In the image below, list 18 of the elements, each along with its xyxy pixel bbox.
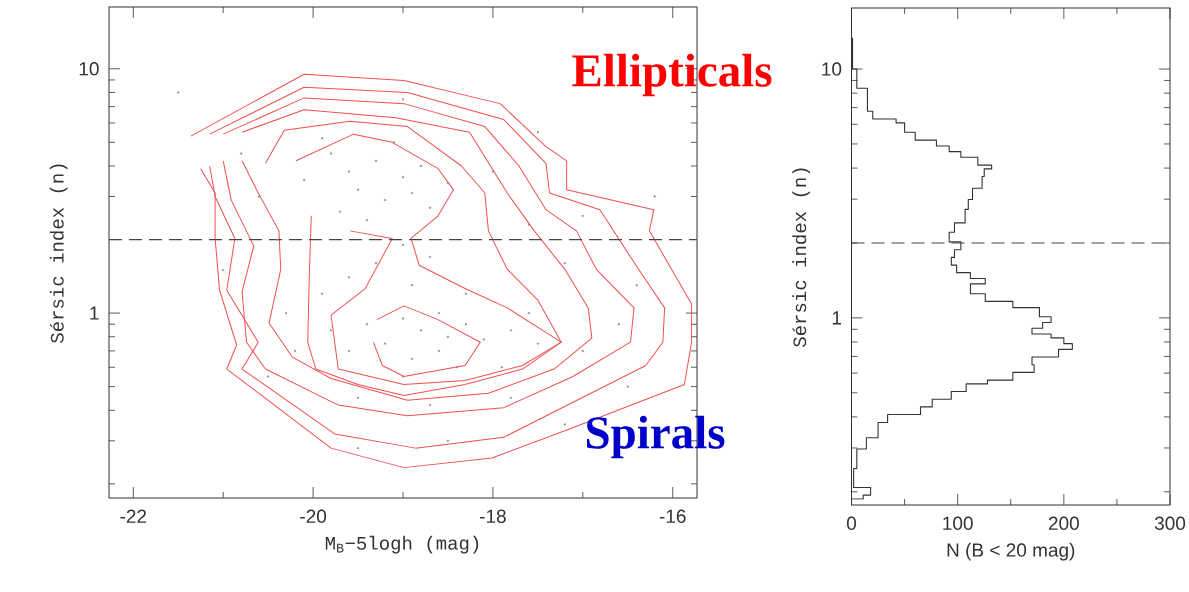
x-tick-label: 0 xyxy=(846,516,857,530)
y-tick-label: 10 xyxy=(822,62,842,76)
x-tick-label: 100 xyxy=(943,516,973,530)
x-axis-title: N (B < 20 mag) xyxy=(947,542,1075,561)
y-axis-title: Sérsic index (n) xyxy=(792,168,810,347)
y-tick-label: 1 xyxy=(90,306,99,320)
annotation: Spirals xyxy=(586,415,725,459)
y-tick-label: 10 xyxy=(79,62,99,76)
x-tick-label: -18 xyxy=(480,509,506,523)
x-tick-label: 300 xyxy=(1154,516,1186,530)
x-tick-label: 200 xyxy=(1048,516,1079,530)
x-tick-label: -22 xyxy=(120,509,147,523)
x-tick-label: -16 xyxy=(659,509,686,523)
annotation: Ellipticals xyxy=(572,53,772,97)
y-axis-title: Sérsic index (n) xyxy=(49,164,68,343)
y-tick-label: 1 xyxy=(832,311,842,325)
x-tick-label: -20 xyxy=(300,509,327,523)
x-axis-title: M$_{B}$−5logh (mag) xyxy=(325,535,479,554)
